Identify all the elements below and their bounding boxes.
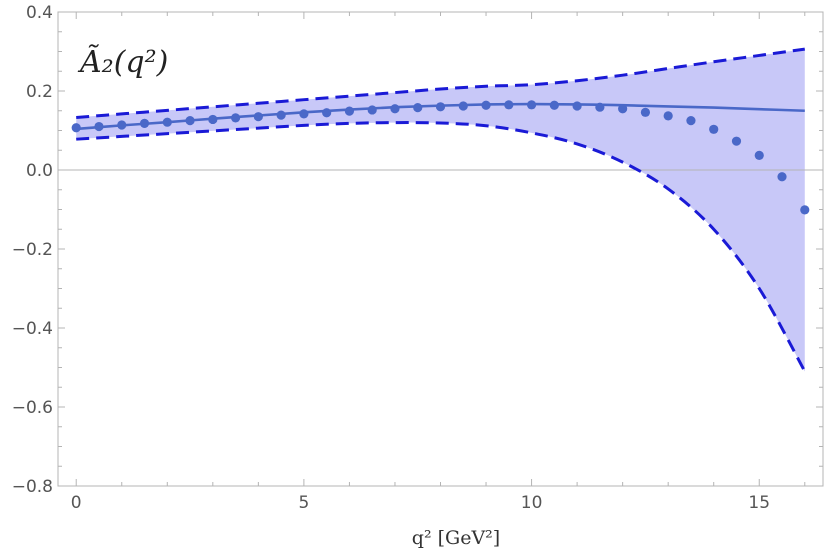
data-point bbox=[139, 118, 150, 128]
data-point bbox=[390, 104, 400, 114]
data-point bbox=[754, 150, 764, 160]
confidence-band bbox=[76, 49, 805, 372]
data-point bbox=[800, 205, 810, 215]
x-tick-label: 5 bbox=[298, 493, 309, 513]
data-point bbox=[413, 102, 423, 113]
y-tick-label: −0.6 bbox=[12, 398, 53, 418]
data-point bbox=[367, 105, 377, 115]
data-points bbox=[71, 100, 810, 215]
data-point bbox=[731, 136, 742, 146]
data-point bbox=[71, 123, 81, 133]
x-tick-label: 10 bbox=[521, 493, 543, 513]
data-point bbox=[663, 111, 673, 121]
data-point bbox=[344, 106, 355, 116]
data-point bbox=[299, 109, 309, 119]
data-point bbox=[572, 101, 582, 111]
data-point bbox=[208, 114, 218, 125]
band-lower-edge bbox=[76, 121, 807, 373]
x-tick-labels: 0 5 10 15 bbox=[71, 493, 770, 513]
data-point bbox=[481, 100, 491, 110]
x-tick-label: 15 bbox=[748, 493, 770, 513]
panel-label: Ã₂(q²) bbox=[77, 44, 168, 80]
data-point bbox=[162, 117, 172, 127]
data-point bbox=[777, 172, 787, 182]
band-upper-edge bbox=[76, 47, 805, 119]
data-point bbox=[595, 102, 605, 112]
x-tick-label: 0 bbox=[71, 493, 82, 513]
data-point bbox=[185, 116, 195, 126]
data-point bbox=[230, 113, 241, 123]
data-point bbox=[504, 100, 514, 110]
y-tick-label: 0.4 bbox=[26, 3, 53, 23]
data-point bbox=[117, 120, 127, 130]
data-point bbox=[640, 107, 651, 117]
data-point bbox=[686, 116, 696, 126]
y-tick-label: −0.2 bbox=[12, 240, 53, 260]
x-axis-title: q² [GeV²] bbox=[412, 527, 500, 549]
data-point bbox=[526, 100, 537, 110]
data-point bbox=[94, 121, 104, 132]
y-tick-labels: −0.8 −0.6 −0.4 −0.2 0.0 0.2 0.4 bbox=[12, 3, 53, 497]
y-tick-label: 0.2 bbox=[26, 82, 53, 102]
data-point bbox=[253, 112, 263, 122]
data-point bbox=[322, 108, 332, 118]
y-tick-label: −0.4 bbox=[12, 319, 53, 339]
y-tick-label: 0.0 bbox=[26, 161, 53, 181]
data-point bbox=[435, 102, 446, 112]
y-tick-label: −0.8 bbox=[12, 477, 53, 497]
data-point bbox=[549, 100, 559, 110]
data-point bbox=[709, 124, 719, 134]
axis-ticks bbox=[58, 11, 823, 487]
data-point bbox=[276, 110, 286, 120]
data-point bbox=[458, 101, 468, 111]
data-point bbox=[618, 104, 628, 114]
